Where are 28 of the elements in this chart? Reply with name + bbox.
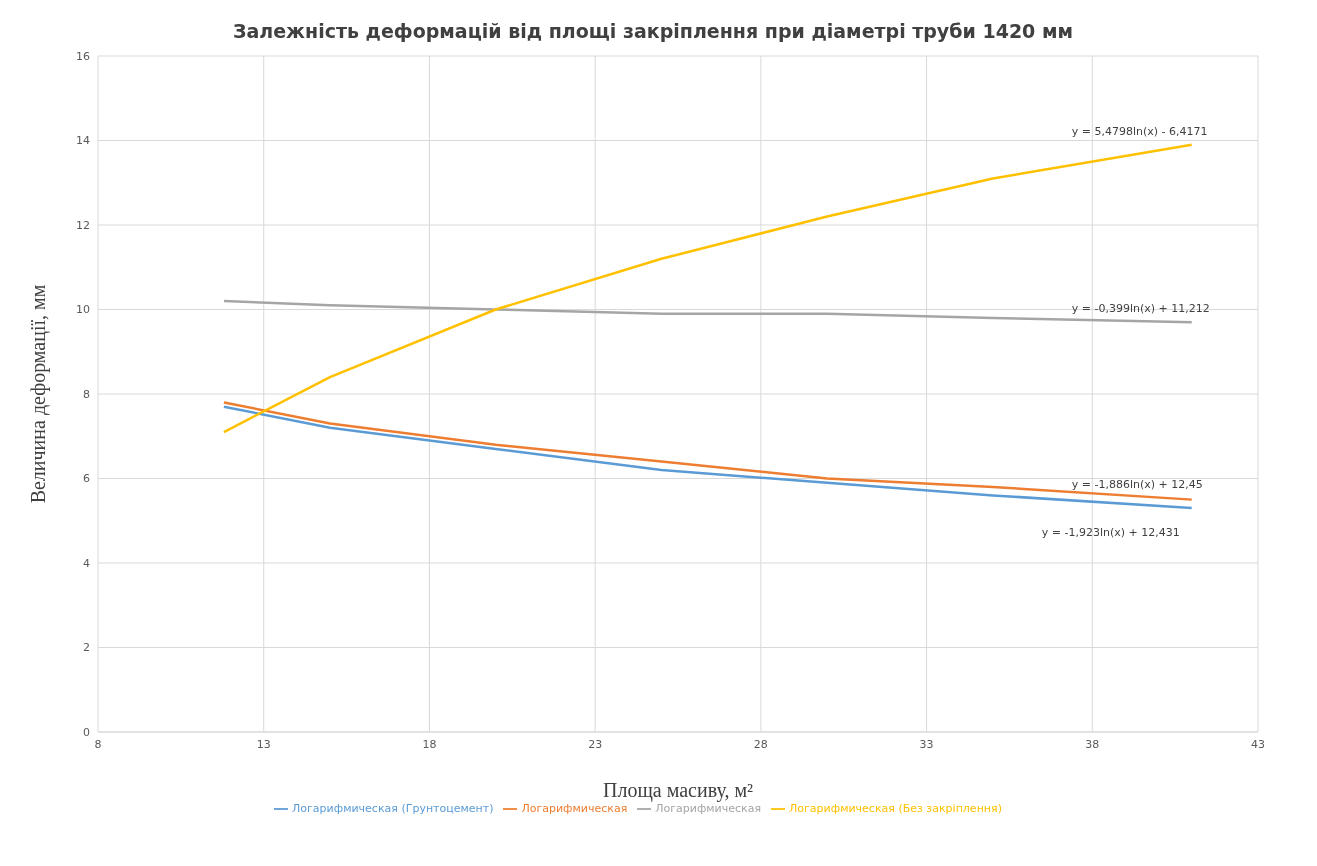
y-tick-label: 14 (76, 134, 90, 148)
x-tick-label: 38 (1085, 737, 1100, 751)
y-tick-label: 8 (83, 387, 90, 401)
x-tick-label: 8 (94, 737, 102, 751)
annotation: y = -1,923ln(x) + 12,431 (1041, 526, 1180, 540)
y-tick-label: 2 (83, 641, 90, 655)
legend-label: Логарифмическая (521, 802, 628, 815)
x-tick-label: 28 (753, 737, 768, 751)
x-tick-label: 33 (919, 737, 934, 751)
y-axis-title: Величина деформації, мм (27, 284, 51, 504)
legend-label: Логарифмическая (655, 802, 762, 815)
y-tick-label: 12 (76, 218, 90, 232)
y-tick-label: 10 (76, 303, 90, 317)
y-tick-label: 16 (76, 49, 90, 63)
annotation: y = 5,4798ln(x) - 6,4171 (1071, 124, 1208, 138)
x-tick-label: 18 (422, 737, 437, 751)
annotation: y = -1,886ln(x) + 12,45 (1071, 477, 1203, 491)
chart-title: Залежність деформацій від площі закріплення при діаметрі труби 1420 мм (232, 19, 1074, 44)
x-tick-label: 23 (588, 737, 603, 751)
legend-label: Логарифмическая (Грунтоцемент) (292, 802, 494, 815)
x-tick-label: 13 (256, 737, 271, 751)
y-tick-label: 6 (83, 472, 90, 486)
legend-label: Логарифмическая (Без закріплення) (789, 802, 1002, 815)
y-tick-label: 0 (83, 725, 90, 739)
y-tick-label: 4 (83, 556, 90, 570)
x-tick-label: 43 (1251, 737, 1265, 751)
annotation: y = -0,399ln(x) + 11,212 (1071, 302, 1210, 316)
x-axis-title: Площа масиву, м² (602, 779, 754, 802)
